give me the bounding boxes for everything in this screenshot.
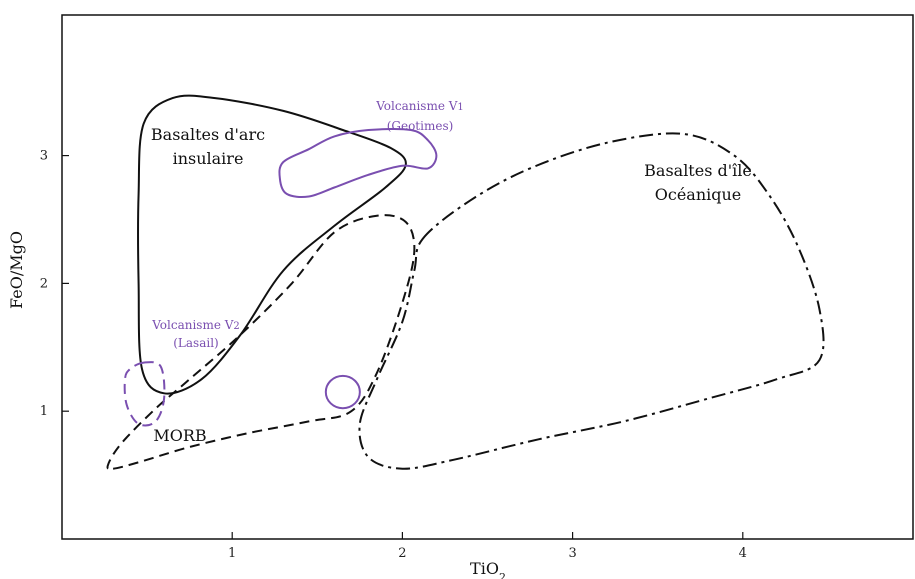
- x-axis-ticks: 1 2 3 4: [228, 532, 747, 561]
- field-outline-2: [358, 132, 825, 470]
- field-outline-1: [106, 214, 416, 470]
- x-tick-label: 1: [228, 546, 236, 561]
- volcanism-label: Volcanisme V1: [375, 99, 464, 113]
- volcanism-label: (Geotimes): [387, 119, 454, 133]
- field-label: insulaire: [173, 149, 244, 168]
- volcanism-outline-1: [123, 361, 166, 427]
- geochemical-fields: Basaltes d'arc insulaire MORB Basaltes d'îl…: [106, 94, 825, 470]
- plot-frame: [61, 14, 914, 540]
- y-tick-label: 3: [40, 149, 48, 164]
- x-axis-title: TiO2: [470, 559, 506, 579]
- x-tick-label: 3: [568, 546, 576, 561]
- field-label: Basaltes d'île: [644, 161, 752, 180]
- field-label: Océanique: [655, 185, 742, 204]
- x-tick-label: 2: [398, 546, 406, 561]
- field-outline-0: [137, 94, 407, 395]
- volcanism-outline-2: [324, 374, 361, 410]
- volcanism-label: (Lasail): [173, 336, 218, 350]
- volcanism-outline-0: [278, 127, 438, 198]
- y-tick-label: 2: [40, 276, 48, 291]
- field-label: Basaltes d'arc: [151, 125, 265, 144]
- volcanism-fields: Volcanisme V1 (Geotimes) Volcanisme V2 (Las…: [123, 99, 464, 427]
- y-axis-title: FeO/MgO: [7, 231, 26, 309]
- y-tick-label: 1: [40, 404, 48, 419]
- x-tick-label: 4: [739, 546, 747, 561]
- y-axis-ticks: 1 2 3: [40, 149, 69, 419]
- volcanism-label: Volcanisme V2: [151, 318, 240, 332]
- field-label: MORB: [153, 426, 206, 445]
